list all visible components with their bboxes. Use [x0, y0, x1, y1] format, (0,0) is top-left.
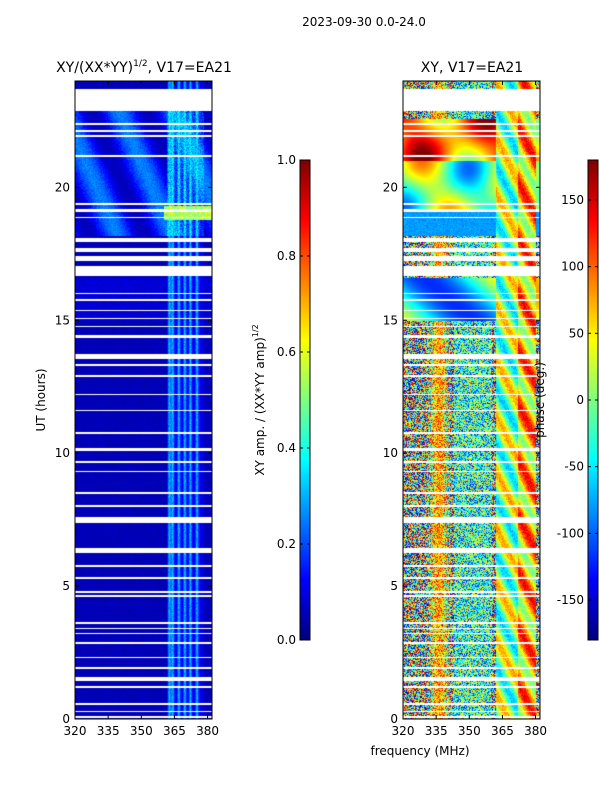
colorbar-tick-label: 1.0	[277, 153, 296, 167]
right-heatmap	[403, 81, 540, 719]
x-tick-label: 335	[97, 724, 120, 738]
amp-colorbar-label: XY amp. / (XX*YY amp)1/2	[251, 324, 267, 475]
x-tick-label: 320	[64, 724, 87, 738]
y-tick-label: 10	[55, 446, 70, 460]
left-heatmap	[75, 81, 212, 719]
suptitle: 2023-09-30 0.0-24.0	[302, 15, 426, 29]
phase-colorbar-label: phase (deg.)	[533, 362, 547, 438]
colorbar-tick-label: 0.2	[277, 537, 296, 551]
y-tick-label: 0	[62, 712, 70, 726]
right-axes-ticks: 320 335 350 365 380 0 5 10 15 20	[383, 81, 547, 738]
phase-colorbar-ticks: -150 -100 -50 0 50 100 150	[557, 193, 598, 607]
amp-colorbar	[300, 160, 310, 640]
x-tick-label: 335	[425, 724, 448, 738]
y-tick-label: 15	[383, 313, 398, 327]
y-tick-label: 5	[62, 579, 70, 593]
colorbar-tick-label: 0.0	[277, 633, 296, 647]
x-tick-label: 350	[130, 724, 153, 738]
phase-colorbar	[588, 160, 598, 640]
colorbar-tick-label: 100	[561, 260, 584, 274]
x-tick-label: 380	[196, 724, 219, 738]
colorbar-tick-label: 50	[569, 326, 584, 340]
x-tick-label: 350	[458, 724, 481, 738]
y-tick-label: 20	[55, 180, 70, 194]
x-tick-label: 365	[491, 724, 514, 738]
y-tick-label: 20	[383, 180, 398, 194]
right-panel-title: XY, V17=EA21	[421, 60, 523, 76]
left-axes-ticks: 320 335 350 365 380 0 5 10 15 20	[55, 81, 219, 738]
amp-colorbar-frame	[299, 159, 311, 641]
left-ylabel: UT (hours)	[34, 368, 48, 431]
colorbar-tick-label: 0.4	[277, 441, 296, 455]
colorbar-tick-label: 0.8	[277, 249, 296, 263]
y-tick-label: 5	[390, 579, 398, 593]
y-tick-label: 10	[383, 446, 398, 460]
colorbar-tick-label: 0.6	[277, 345, 296, 359]
right-axes-frame	[402, 80, 541, 720]
colorbar-tick-label: -50	[564, 460, 584, 474]
x-tick-label: 365	[163, 724, 186, 738]
y-tick-label: 0	[390, 712, 398, 726]
left-panel-title: XY/(XX*YY)1/2, V17=EA21	[56, 59, 232, 76]
y-tick-label: 15	[55, 313, 70, 327]
colorbar-tick-label: 150	[561, 193, 584, 207]
x-tick-label: 380	[524, 724, 547, 738]
shared-xlabel: frequency (MHz)	[370, 744, 469, 758]
colorbar-tick-label: 0	[576, 393, 584, 407]
left-axes-frame	[74, 80, 213, 720]
x-tick-label: 320	[392, 724, 415, 738]
colorbar-tick-label: -150	[557, 593, 584, 607]
colorbar-tick-label: -100	[557, 526, 584, 540]
amp-colorbar-ticks: 0.0 0.2 0.4 0.6 0.8 1.0	[277, 153, 310, 647]
